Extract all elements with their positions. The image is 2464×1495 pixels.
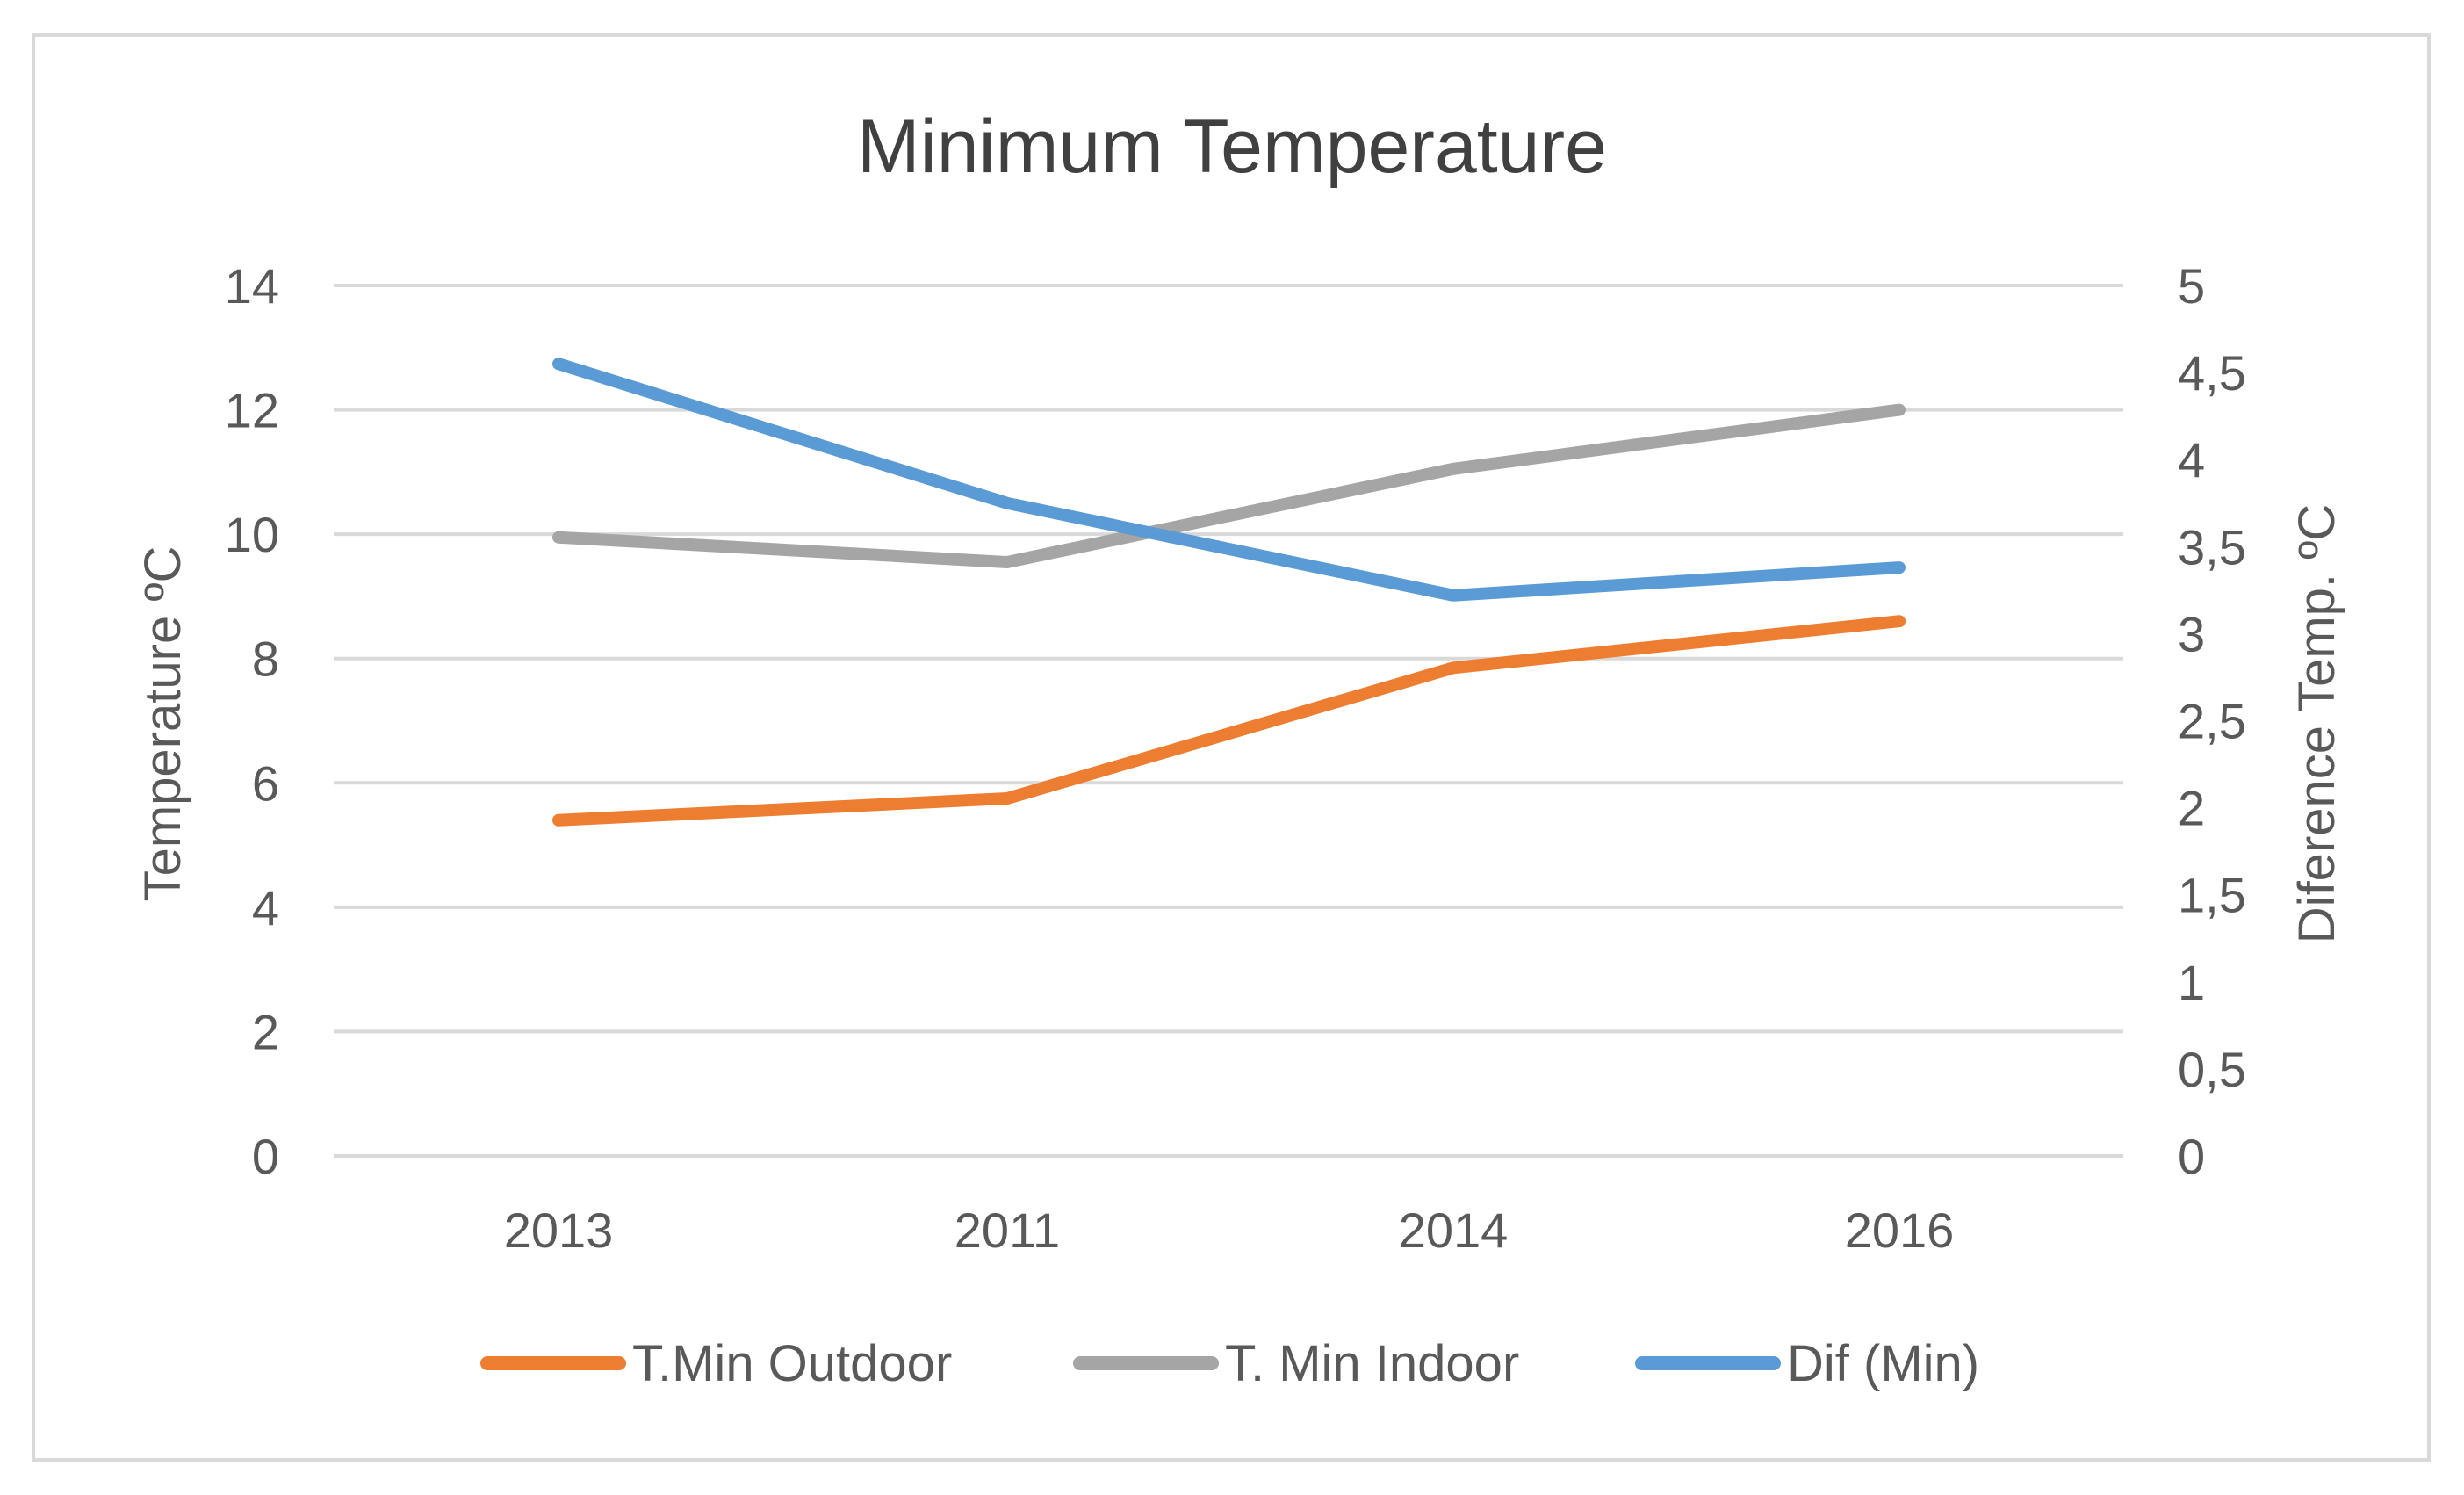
left-tick-label: 0	[252, 1129, 279, 1184]
left-tick-label: 10	[225, 507, 279, 562]
x-axis-ticks: 2013 2011 2014 2016	[504, 1202, 1955, 1258]
left-axis-ticks: 0 2 4 6 8 10 12 14	[225, 258, 279, 1184]
right-tick-label: 4,5	[2178, 345, 2246, 401]
legend: T.Min Outdoor T. Min Indoor Dif (Min)	[480, 1335, 1979, 1392]
legend-label: T.Min Outdoor	[632, 1335, 952, 1392]
right-tick-label: 2,5	[2178, 694, 2246, 749]
right-axis-ticks: 0 0,5 1 1,5 2 2,5 3 3,5 4 4,5 5	[2178, 258, 2246, 1184]
right-tick-label: 0	[2178, 1129, 2205, 1184]
right-tick-label: 5	[2178, 258, 2205, 314]
left-tick-label: 2	[252, 1004, 279, 1059]
left-tick-label: 12	[225, 383, 279, 438]
right-tick-label: 3,5	[2178, 519, 2246, 574]
x-tick-label: 2013	[504, 1202, 614, 1258]
x-tick-label: 2014	[1399, 1202, 1509, 1258]
left-axis-label: Temperature ºC	[134, 546, 191, 902]
series-line-t-min-outdoor	[552, 615, 1906, 827]
left-tick-label: 14	[225, 258, 279, 314]
right-tick-label: 0,5	[2178, 1042, 2246, 1097]
right-tick-label: 2	[2178, 781, 2205, 836]
legend-label: Dif (Min)	[1787, 1335, 1979, 1392]
series-line-t-min-indoor	[552, 403, 1906, 568]
right-axis-label: Diference Temp. ºC	[2288, 504, 2345, 943]
left-tick-label: 4	[252, 880, 279, 935]
right-tick-label: 3	[2178, 606, 2205, 661]
chart-frame	[32, 33, 2431, 1462]
right-tick-label: 1,5	[2178, 868, 2246, 923]
x-tick-label: 2016	[1845, 1202, 1955, 1258]
legend-label: T. Min Indoor	[1225, 1335, 1519, 1392]
left-tick-label: 8	[252, 632, 279, 687]
right-tick-label: 1	[2178, 955, 2205, 1010]
chart-title: Minimum Temperature	[857, 105, 1607, 189]
series-line-dif-min	[552, 358, 1906, 602]
x-tick-label: 2011	[955, 1202, 1060, 1258]
series-lines	[552, 358, 1906, 827]
gridlines	[334, 284, 2123, 1158]
right-tick-label: 4	[2178, 432, 2205, 488]
left-tick-label: 6	[252, 755, 279, 811]
